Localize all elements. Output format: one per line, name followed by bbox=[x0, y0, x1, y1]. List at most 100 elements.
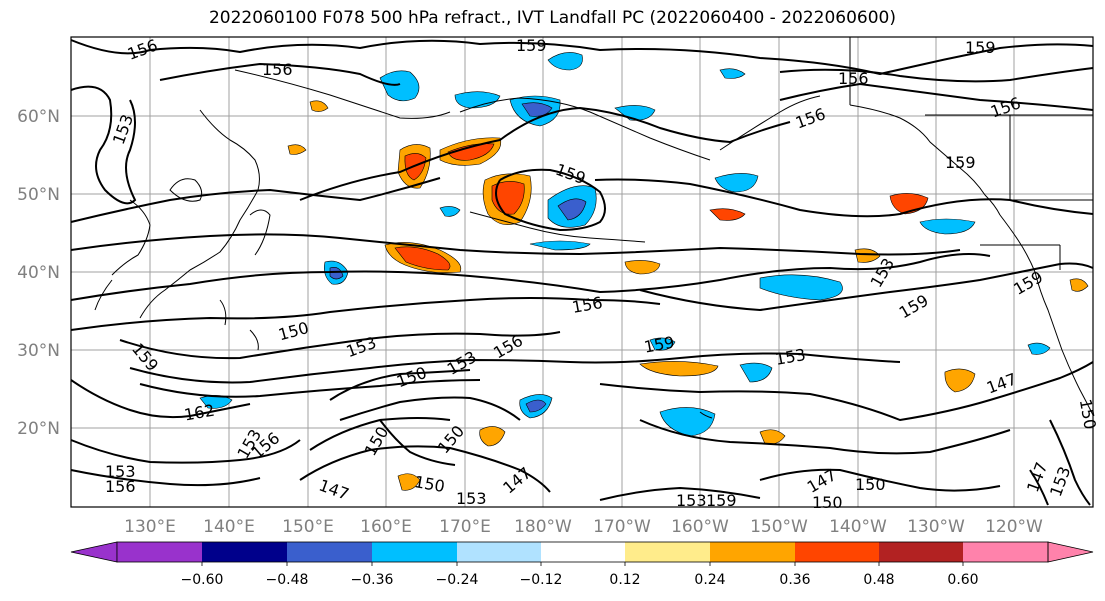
colorbar: −0.60 −0.48 −0.36 −0.24 −0.12 0.12 0.24 … bbox=[70, 541, 1094, 588]
latitude-label: 40°N bbox=[17, 263, 60, 283]
negative-anomaly-patch bbox=[547, 52, 583, 71]
positive-anomaly-patch bbox=[397, 473, 421, 491]
colorbar-tick-label: −0.60 bbox=[181, 572, 224, 588]
positive-anomaly-patch bbox=[1069, 278, 1089, 292]
colorbar-tick-label: −0.24 bbox=[436, 572, 479, 588]
negative-anomaly-patch bbox=[1027, 342, 1051, 355]
contour-label: 159 bbox=[896, 291, 932, 323]
positive-anomaly-patch bbox=[447, 143, 495, 161]
longitude-label: 150°W bbox=[750, 517, 808, 537]
negative-anomaly-patch bbox=[919, 218, 976, 235]
longitude-label: 120°W bbox=[985, 517, 1043, 537]
colorbar-segment bbox=[541, 542, 625, 562]
negative-anomaly-patch bbox=[454, 91, 501, 109]
contour-label: 153 bbox=[456, 489, 487, 508]
contour-label: 159 bbox=[965, 38, 996, 57]
colorbar-segment bbox=[457, 542, 541, 562]
negative-anomaly-patch bbox=[659, 407, 716, 437]
map-frame bbox=[70, 36, 1094, 508]
ivt-shading bbox=[199, 52, 1089, 491]
contour-label: 159 bbox=[516, 36, 547, 55]
contour-label: 156 bbox=[125, 35, 160, 63]
contour-label: 153 bbox=[444, 347, 480, 379]
contour-label: 156 bbox=[105, 477, 136, 496]
longitude-labels: 130°E 140°E 150°E 160°E 170°E 180°W 170°… bbox=[124, 517, 1043, 537]
negative-anomaly-patch bbox=[525, 399, 547, 413]
negative-anomaly-patch bbox=[759, 274, 843, 301]
contour-label: 150 bbox=[394, 363, 429, 391]
colorbar-tick-label: 0.24 bbox=[694, 572, 725, 588]
longitude-label: 170°W bbox=[593, 517, 651, 537]
contour-label: 150 bbox=[1076, 397, 1100, 430]
contour-label: 156 bbox=[988, 93, 1023, 121]
latitude-label: 60°N bbox=[17, 107, 60, 127]
refractivity-contours bbox=[70, 39, 1094, 506]
contour-label: 150 bbox=[413, 472, 446, 496]
longitude-label: 170°E bbox=[439, 517, 491, 537]
contour-label: 153 bbox=[344, 333, 379, 361]
colorbar-extend-min bbox=[70, 541, 118, 563]
contour-label: 150 bbox=[276, 318, 310, 344]
negative-anomaly-patch bbox=[719, 68, 746, 79]
colorbar-tick-label: −0.12 bbox=[520, 572, 563, 588]
longitude-label: 180°W bbox=[514, 517, 572, 537]
colorbar-segment bbox=[963, 542, 1048, 562]
contour-label: 159 bbox=[706, 491, 737, 510]
colorbar-segment bbox=[202, 542, 287, 562]
positive-anomaly-patch bbox=[854, 248, 881, 263]
positive-anomaly-patch bbox=[759, 429, 786, 445]
positive-anomaly-patch bbox=[404, 153, 427, 181]
negative-anomaly-patch bbox=[529, 240, 591, 251]
contour-label: 159 bbox=[553, 160, 588, 188]
longitude-label: 130°W bbox=[907, 517, 965, 537]
positive-anomaly-patch bbox=[639, 361, 719, 377]
colorbar-segment bbox=[710, 542, 795, 562]
latitude-label: 50°N bbox=[17, 185, 60, 205]
contour-label: 153 bbox=[1046, 464, 1074, 499]
colorbar-segment bbox=[372, 542, 457, 562]
colorbar-tick-label: 0.12 bbox=[609, 572, 640, 588]
contour-label: 159 bbox=[945, 153, 976, 172]
negative-anomaly-patch bbox=[649, 337, 676, 351]
longitude-label: 160°E bbox=[360, 517, 412, 537]
contour-label: 156 bbox=[262, 60, 293, 79]
colorbar-tick-label: −0.48 bbox=[266, 572, 309, 588]
positive-anomaly-patch bbox=[624, 260, 661, 275]
colorbar-outline bbox=[116, 541, 1049, 563]
contour-label: 147 bbox=[499, 463, 535, 497]
colorbar-segment bbox=[625, 542, 710, 562]
colorbar-tick-label: 0.36 bbox=[779, 572, 810, 588]
contour-label: 153 bbox=[774, 345, 807, 369]
positive-anomaly-patch bbox=[287, 144, 307, 155]
negative-anomaly-patch bbox=[739, 362, 773, 383]
negative-anomaly-patch bbox=[329, 267, 344, 280]
colorbar-tick-label: 0.60 bbox=[947, 572, 978, 588]
colorbar-extend-max bbox=[1047, 541, 1094, 563]
positive-anomaly-patch bbox=[944, 368, 976, 393]
negative-anomaly-patch bbox=[439, 206, 461, 217]
contour-label: 150 bbox=[812, 493, 843, 512]
contour-label: 150 bbox=[855, 475, 886, 494]
longitude-label: 140°E bbox=[203, 517, 255, 537]
contour-label: 156 bbox=[838, 69, 869, 88]
contour-label: 153 bbox=[676, 491, 707, 510]
colorbar-segment bbox=[117, 542, 202, 562]
colorbar-segment bbox=[795, 542, 879, 562]
negative-anomaly-patch bbox=[714, 173, 759, 193]
colorbar-segment bbox=[287, 542, 372, 562]
longitude-label: 160°W bbox=[671, 517, 729, 537]
contour-label: 156 bbox=[571, 293, 604, 317]
colorbar-segment bbox=[879, 542, 963, 562]
latitude-label: 30°N bbox=[17, 341, 60, 361]
map-title: 2022060100 F078 500 hPa refract., IVT La… bbox=[208, 8, 896, 28]
latitude-label: 20°N bbox=[17, 419, 60, 439]
longitude-label: 150°E bbox=[282, 517, 334, 537]
positive-anomaly-patch bbox=[309, 100, 329, 112]
positive-anomaly-patch bbox=[479, 426, 506, 447]
contour-label: 153 bbox=[105, 462, 136, 481]
contour-label: 156 bbox=[793, 104, 828, 132]
positive-anomaly-patch bbox=[709, 208, 746, 221]
negative-anomaly-patch bbox=[614, 105, 656, 121]
colorbar-tick-label: −0.36 bbox=[351, 572, 394, 588]
